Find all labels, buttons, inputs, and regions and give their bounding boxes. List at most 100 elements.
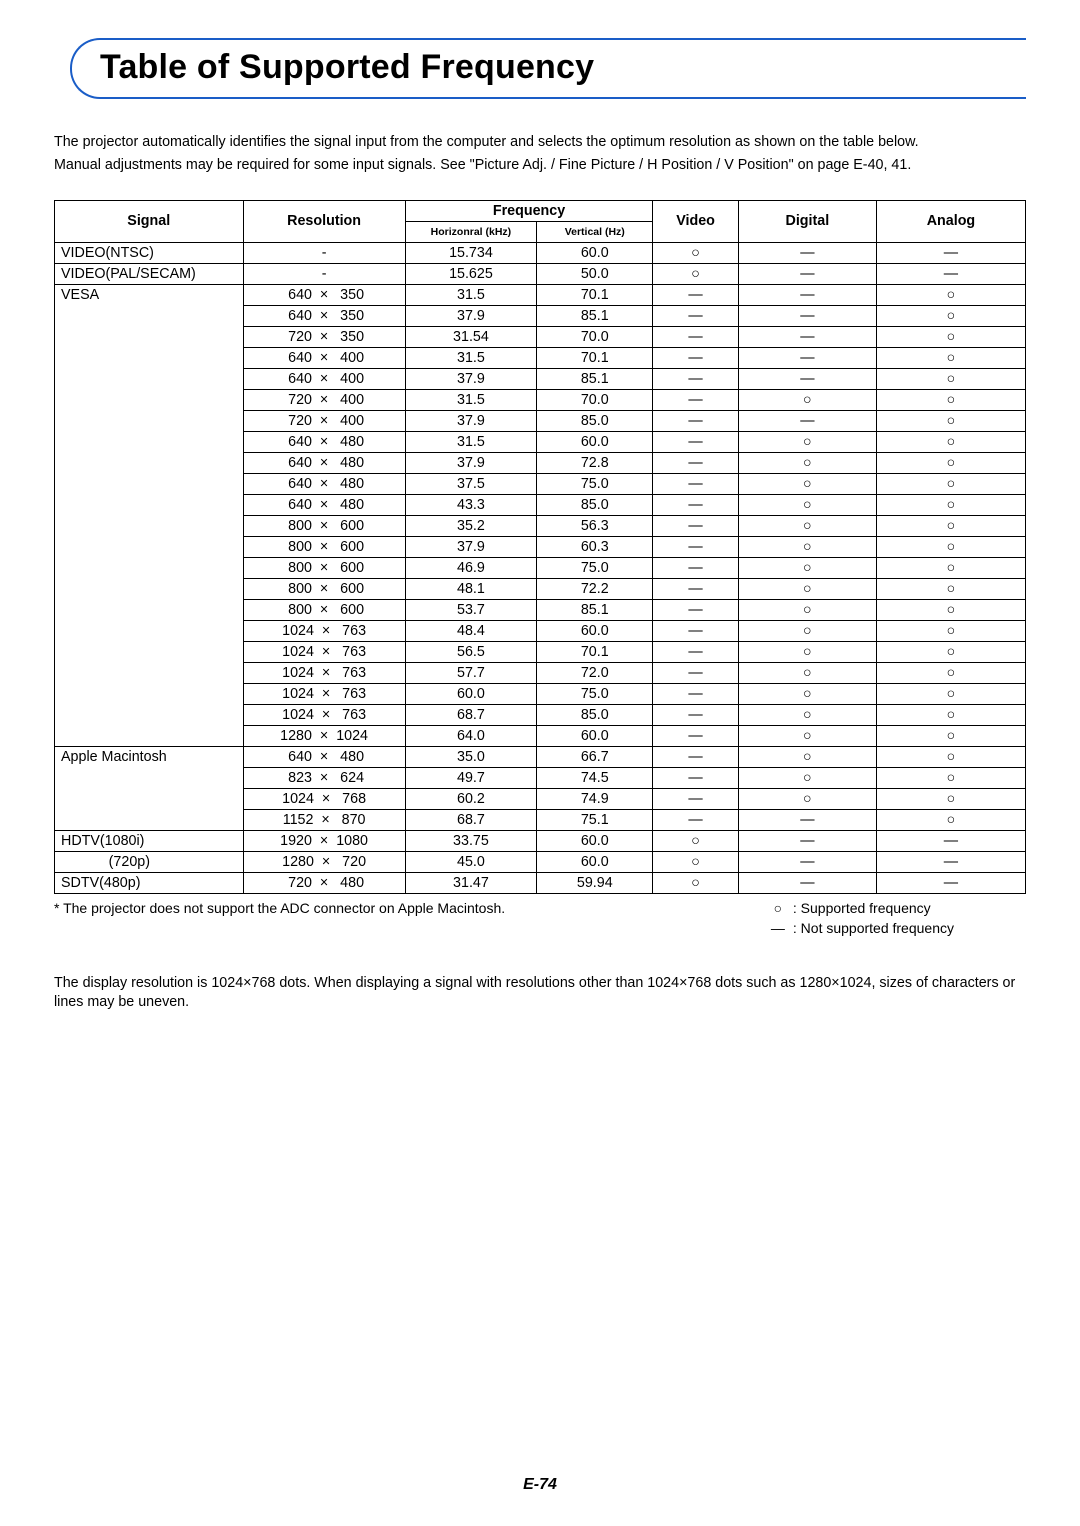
table-row: 640 × 48043.385.0—○○ [55,494,1026,515]
analog-cell: ○ [876,305,1025,326]
digital-cell: — [738,326,876,347]
resolution-cell: 800 × 600 [243,536,405,557]
table-row: 1024 × 76356.570.1—○○ [55,641,1026,662]
video-cell: — [653,410,738,431]
signal-cell: (720p) [55,851,244,872]
digital-cell: — [738,851,876,872]
digital-cell: ○ [738,557,876,578]
table-row: VIDEO(NTSC)-15.73460.0○—— [55,242,1026,263]
signal-cell [55,536,244,557]
analog-cell: ○ [876,725,1025,746]
video-cell: — [653,557,738,578]
digital-cell: — [738,809,876,830]
analog-cell: ○ [876,431,1025,452]
table-row: VIDEO(PAL/SECAM)-15.62550.0○—— [55,263,1026,284]
resolution-cell: 720 × 480 [243,872,405,893]
analog-cell: ○ [876,452,1025,473]
header-analog: Analog [876,200,1025,242]
table-row: 640 × 48031.560.0—○○ [55,431,1026,452]
signal-cell [55,494,244,515]
analog-cell: ○ [876,641,1025,662]
horizontal-freq-cell: 35.2 [405,515,537,536]
analog-cell: ○ [876,347,1025,368]
analog-cell: ○ [876,578,1025,599]
table-row: 823 × 62449.774.5—○○ [55,767,1026,788]
video-cell: — [653,347,738,368]
header-digital: Digital [738,200,876,242]
signal-cell: VESA [55,284,244,305]
horizontal-freq-cell: 33.75 [405,830,537,851]
horizontal-freq-cell: 15.734 [405,242,537,263]
signal-cell [55,410,244,431]
vertical-freq-cell: 85.0 [537,494,653,515]
resolution-cell: 640 × 350 [243,305,405,326]
video-cell: — [653,305,738,326]
horizontal-freq-cell: 68.7 [405,809,537,830]
vertical-freq-cell: 50.0 [537,263,653,284]
header-resolution: Resolution [243,200,405,242]
vertical-freq-cell: 70.1 [537,284,653,305]
analog-cell: ○ [876,599,1025,620]
table-row: Apple Macintosh 640 × 48035.066.7—○○ [55,746,1026,767]
analog-cell: — [876,872,1025,893]
table-row: 720 × 40031.570.0—○○ [55,389,1026,410]
signal-cell [55,515,244,536]
vertical-freq-cell: 60.0 [537,830,653,851]
digital-cell: — [738,347,876,368]
video-cell: — [653,599,738,620]
digital-cell: ○ [738,452,876,473]
video-cell: ○ [653,830,738,851]
resolution-cell: - [243,242,405,263]
horizontal-freq-cell: 15.625 [405,263,537,284]
signal-cell [55,578,244,599]
table-row: 1024 × 76348.460.0—○○ [55,620,1026,641]
digital-cell: ○ [738,662,876,683]
video-cell: — [653,620,738,641]
signal-cell [55,725,244,746]
video-cell: — [653,494,738,515]
resolution-cell: 640 × 480 [243,452,405,473]
resolution-cell: 800 × 600 [243,599,405,620]
table-row: 1024 × 76860.274.9—○○ [55,788,1026,809]
digital-cell: — [738,263,876,284]
resolution-cell: 800 × 600 [243,557,405,578]
resolution-cell: 640 × 480 [243,494,405,515]
signal-cell [55,620,244,641]
analog-cell: ○ [876,809,1025,830]
video-cell: ○ [653,851,738,872]
legend-supported-label: : Supported frequency [793,898,931,918]
horizontal-freq-cell: 31.5 [405,431,537,452]
digital-cell: ○ [738,578,876,599]
header-video: Video [653,200,738,242]
table-row: (720p)1280 × 72045.060.0○—— [55,851,1026,872]
resolution-cell: 800 × 600 [243,515,405,536]
header-signal: Signal [55,200,244,242]
vertical-freq-cell: 72.0 [537,662,653,683]
horizontal-freq-cell: 31.54 [405,326,537,347]
table-body: VIDEO(NTSC)-15.73460.0○——VIDEO(PAL/SECAM… [55,242,1026,893]
resolution-cell: 1024 × 763 [243,704,405,725]
vertical-freq-cell: 74.9 [537,788,653,809]
vertical-freq-cell: 60.3 [537,536,653,557]
resolution-cell: 720 × 400 [243,389,405,410]
vertical-freq-cell: 72.8 [537,452,653,473]
table-row: SDTV(480p) 720 × 48031.4759.94○—— [55,872,1026,893]
analog-cell: ○ [876,536,1025,557]
digital-cell: — [738,305,876,326]
resolution-note: The display resolution is 1024×768 dots.… [54,974,1026,1013]
signal-cell [55,452,244,473]
vertical-freq-cell: 60.0 [537,431,653,452]
analog-cell: — [876,242,1025,263]
analog-cell: ○ [876,683,1025,704]
digital-cell: ○ [738,473,876,494]
digital-cell: — [738,410,876,431]
horizontal-freq-cell: 46.9 [405,557,537,578]
digital-cell: ○ [738,767,876,788]
resolution-cell: 1024 × 763 [243,662,405,683]
analog-cell: — [876,263,1025,284]
video-cell: ○ [653,872,738,893]
table-row: 1152 × 87068.775.1——○ [55,809,1026,830]
resolution-cell: 1280 × 720 [243,851,405,872]
signal-cell [55,641,244,662]
vertical-freq-cell: 75.0 [537,683,653,704]
